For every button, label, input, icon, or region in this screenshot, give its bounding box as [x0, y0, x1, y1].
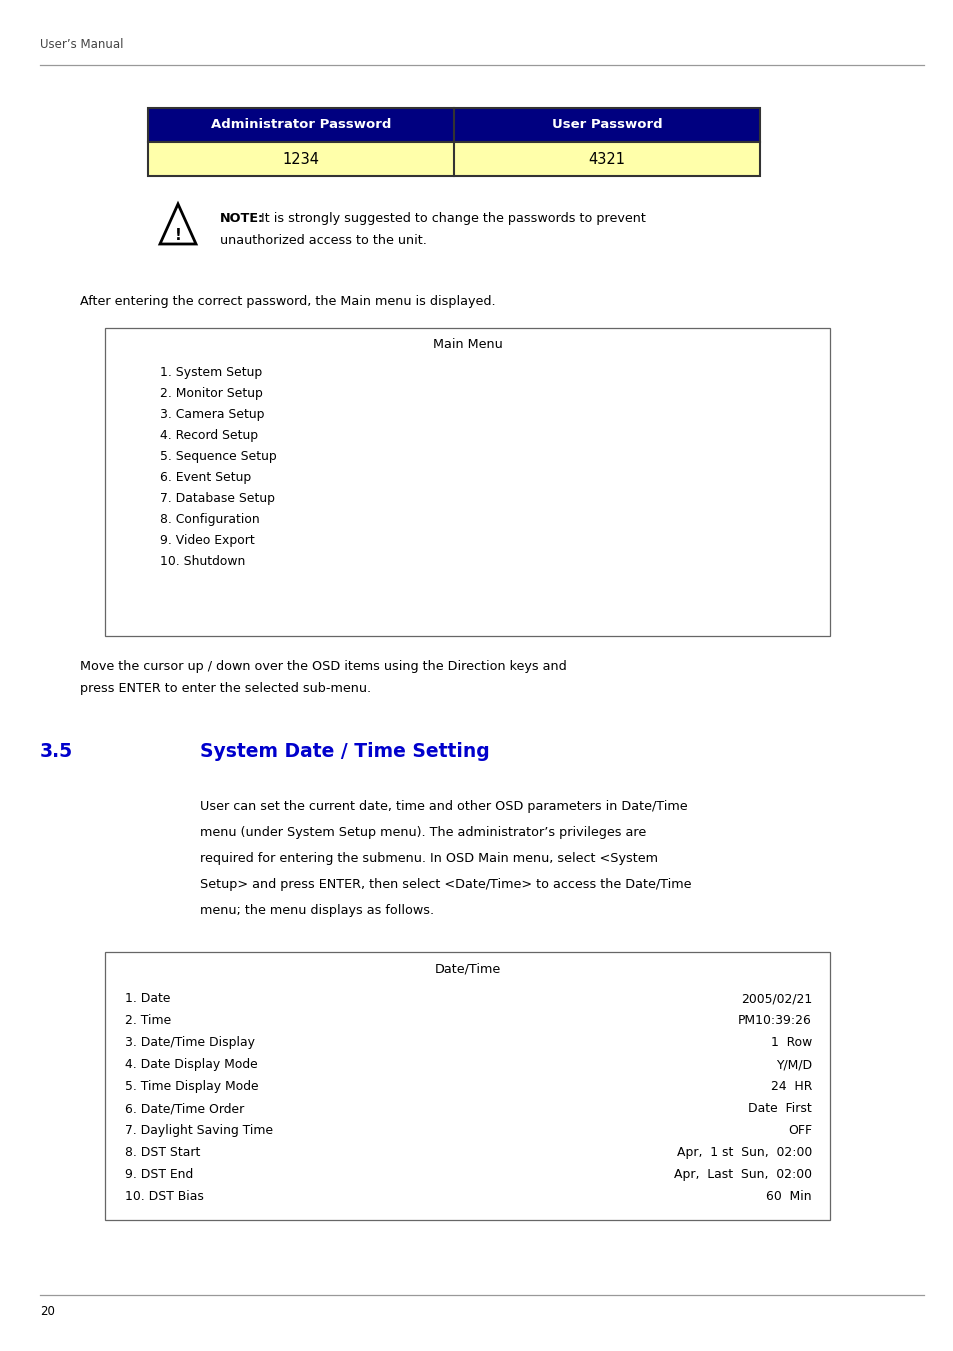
Text: Main Menu: Main Menu [432, 338, 502, 351]
Text: 10. Shutdown: 10. Shutdown [160, 555, 245, 567]
Text: 7. Database Setup: 7. Database Setup [160, 492, 274, 505]
Text: 10. DST Bias: 10. DST Bias [125, 1190, 204, 1202]
Text: Date  First: Date First [747, 1102, 811, 1115]
Text: Administrator Password: Administrator Password [211, 119, 391, 131]
Text: 4. Record Setup: 4. Record Setup [160, 430, 258, 442]
Text: 1. System Setup: 1. System Setup [160, 366, 262, 380]
Text: menu (under System Setup menu). The administrator’s privileges are: menu (under System Setup menu). The admi… [200, 825, 645, 839]
Text: press ENTER to enter the selected sub-menu.: press ENTER to enter the selected sub-me… [80, 682, 371, 694]
Text: Move the cursor up / down over the OSD items using the Direction keys and: Move the cursor up / down over the OSD i… [80, 661, 566, 673]
FancyBboxPatch shape [105, 952, 829, 1220]
Text: PM10:39:26: PM10:39:26 [738, 1015, 811, 1027]
Text: 9. Video Export: 9. Video Export [160, 534, 254, 547]
Text: unauthorized access to the unit.: unauthorized access to the unit. [220, 234, 426, 247]
Text: 5. Sequence Setup: 5. Sequence Setup [160, 450, 276, 463]
Text: 6. Date/Time Order: 6. Date/Time Order [125, 1102, 244, 1115]
Text: System Date / Time Setting: System Date / Time Setting [200, 742, 489, 761]
Text: OFF: OFF [787, 1124, 811, 1138]
Text: 2005/02/21: 2005/02/21 [740, 992, 811, 1005]
Text: 1. Date: 1. Date [125, 992, 171, 1005]
Text: It is strongly suggested to change the passwords to prevent: It is strongly suggested to change the p… [256, 212, 645, 226]
Text: 4. Date Display Mode: 4. Date Display Mode [125, 1058, 257, 1071]
Text: 6. Event Setup: 6. Event Setup [160, 471, 251, 484]
Text: 7. Daylight Saving Time: 7. Daylight Saving Time [125, 1124, 273, 1138]
Text: 8. DST Start: 8. DST Start [125, 1146, 200, 1159]
Text: 1  Row: 1 Row [770, 1036, 811, 1048]
Text: Apr,  1 st  Sun,  02:00: Apr, 1 st Sun, 02:00 [676, 1146, 811, 1159]
Text: After entering the correct password, the Main menu is displayed.: After entering the correct password, the… [80, 295, 496, 308]
Text: NOTE:: NOTE: [220, 212, 264, 226]
Text: required for entering the submenu. In OSD Main menu, select <System: required for entering the submenu. In OS… [200, 852, 658, 865]
Text: User Password: User Password [551, 119, 661, 131]
Text: menu; the menu displays as follows.: menu; the menu displays as follows. [200, 904, 434, 917]
Text: 2. Monitor Setup: 2. Monitor Setup [160, 386, 263, 400]
Text: Date/Time: Date/Time [434, 962, 500, 975]
Text: 3. Camera Setup: 3. Camera Setup [160, 408, 264, 422]
Text: 20: 20 [40, 1305, 55, 1319]
Text: !: ! [174, 228, 181, 243]
Text: User can set the current date, time and other OSD parameters in Date/Time: User can set the current date, time and … [200, 800, 687, 813]
Text: 9. DST End: 9. DST End [125, 1169, 193, 1181]
Text: 5. Time Display Mode: 5. Time Display Mode [125, 1079, 258, 1093]
Text: 3.5: 3.5 [40, 742, 73, 761]
FancyBboxPatch shape [148, 142, 760, 176]
FancyBboxPatch shape [148, 108, 760, 142]
Text: 60  Min: 60 Min [765, 1190, 811, 1202]
Text: User’s Manual: User’s Manual [40, 38, 123, 51]
Text: 2. Time: 2. Time [125, 1015, 172, 1027]
Text: 24  HR: 24 HR [770, 1079, 811, 1093]
Text: Apr,  Last  Sun,  02:00: Apr, Last Sun, 02:00 [673, 1169, 811, 1181]
Text: 8. Configuration: 8. Configuration [160, 513, 259, 526]
Text: Y/M/D: Y/M/D [775, 1058, 811, 1071]
Text: 1234: 1234 [282, 151, 319, 166]
FancyBboxPatch shape [105, 328, 829, 636]
Text: 4321: 4321 [588, 151, 625, 166]
Text: 3. Date/Time Display: 3. Date/Time Display [125, 1036, 254, 1048]
Text: Setup> and press ENTER, then select <Date/Time> to access the Date/Time: Setup> and press ENTER, then select <Dat… [200, 878, 691, 892]
